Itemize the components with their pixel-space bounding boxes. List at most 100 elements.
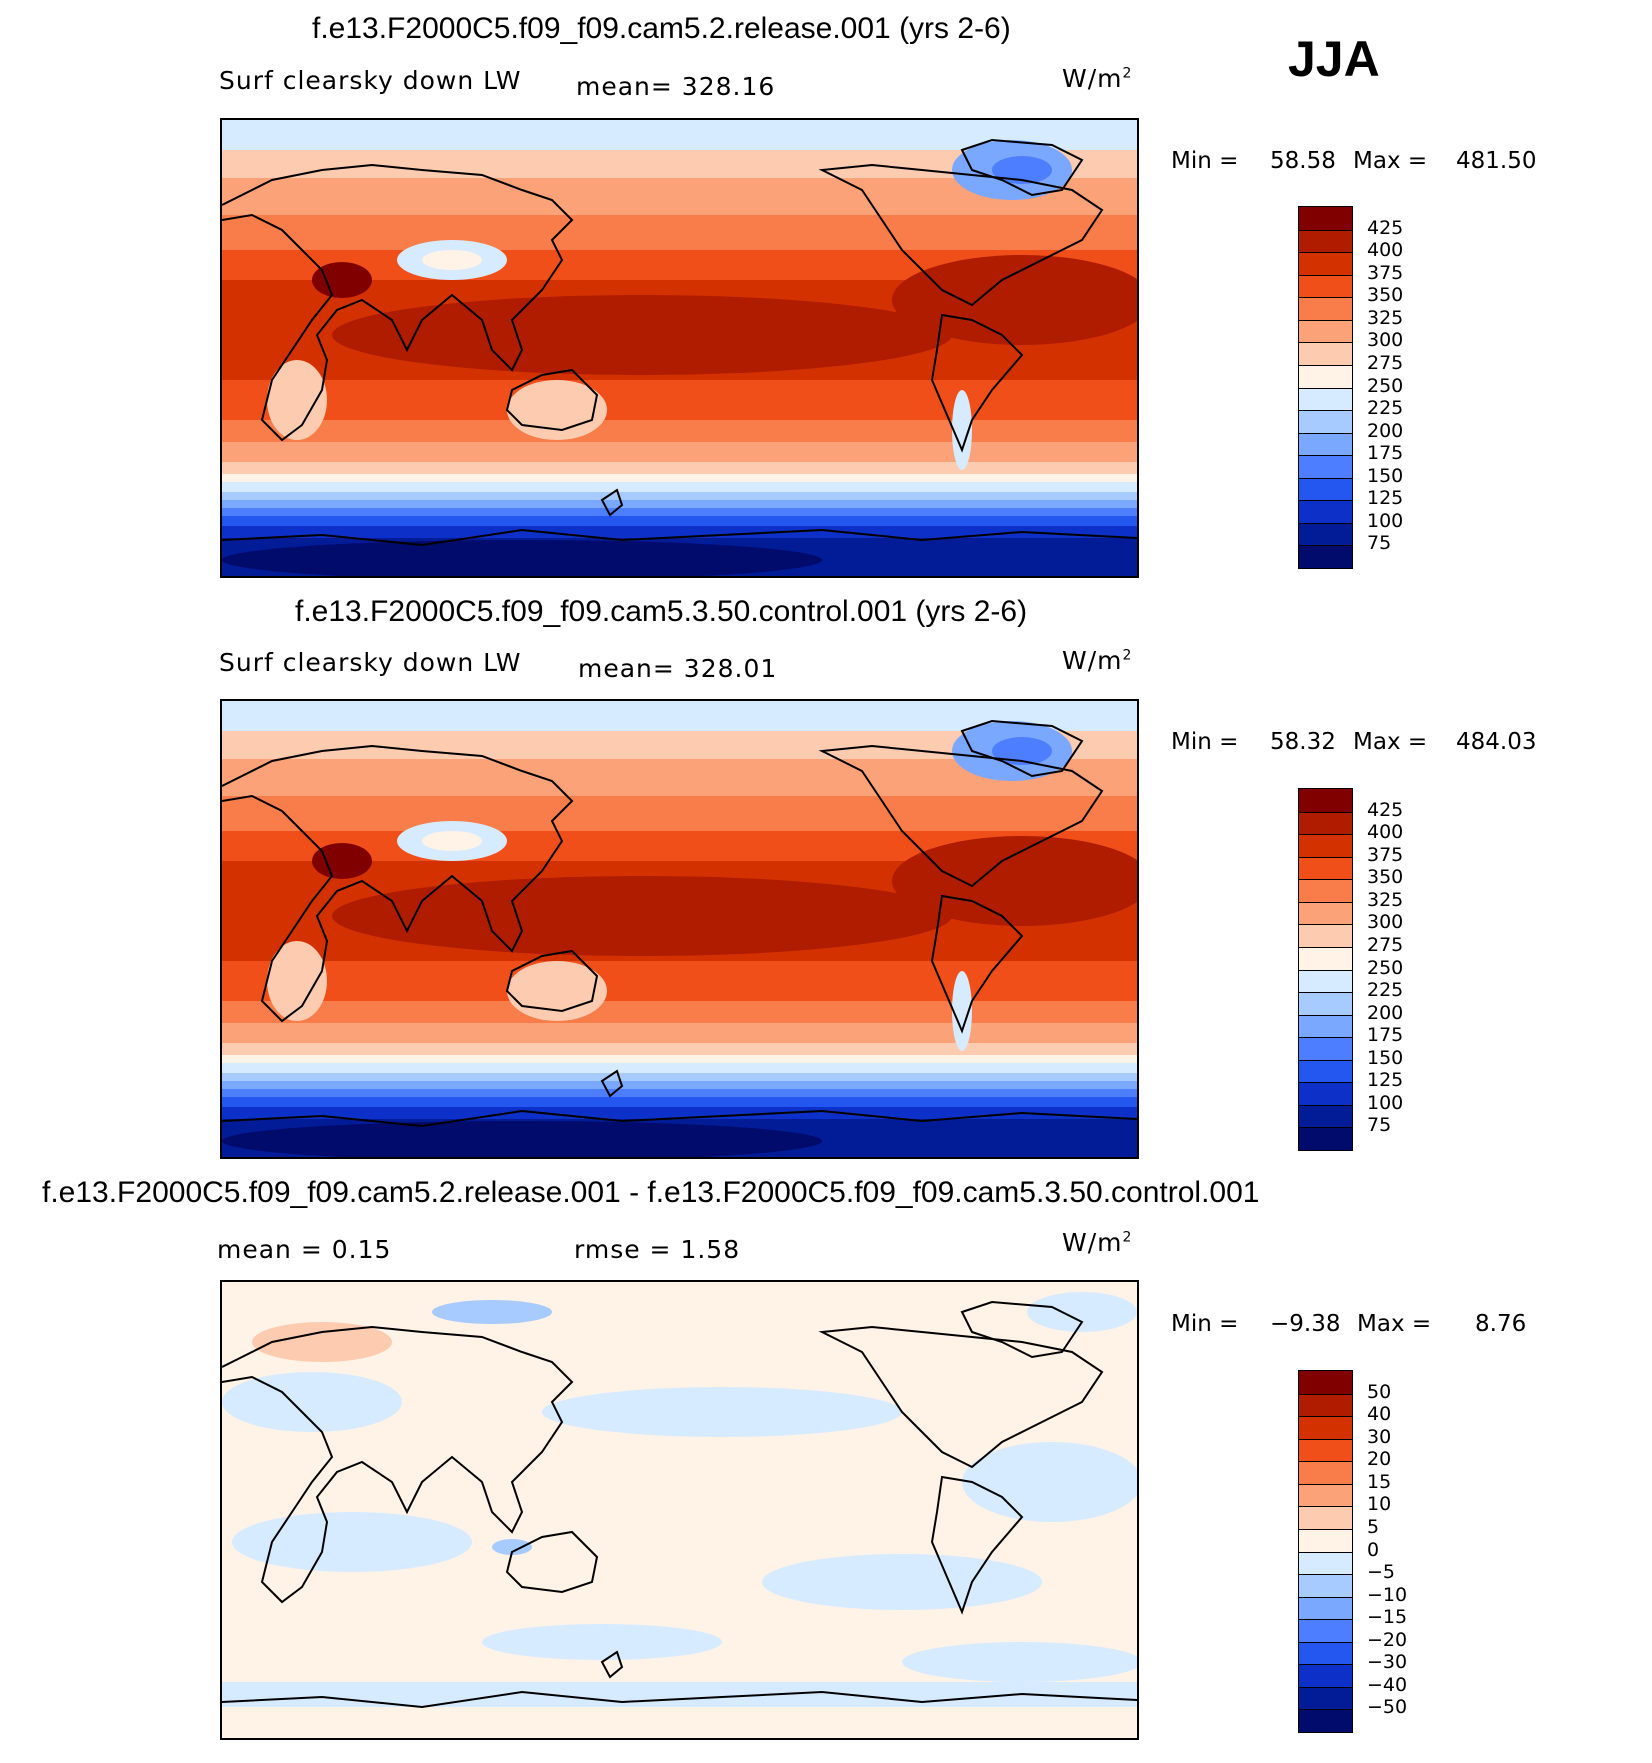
colorbar-tick-label: −50 xyxy=(1367,1696,1408,1719)
colorbar-tick-label: 225 xyxy=(1367,979,1404,1002)
colorbar-swatch xyxy=(1299,319,1352,343)
colorbar-swatch xyxy=(1299,274,1352,298)
panel1-map xyxy=(220,118,1139,578)
colorbar-swatch xyxy=(1299,1014,1352,1038)
colorbar-tick-label: 125 xyxy=(1367,1069,1404,1092)
colorbar-swatch xyxy=(1299,432,1352,456)
colorbar-swatch xyxy=(1299,1641,1352,1665)
colorbar-swatch xyxy=(1299,342,1352,365)
colorbar-swatch xyxy=(1299,901,1352,925)
colorbar-tick-label: 250 xyxy=(1367,956,1404,979)
colorbar-tick-label: −10 xyxy=(1367,1583,1408,1606)
panel2-units: W/m2 xyxy=(1062,646,1133,675)
colorbar-swatch xyxy=(1299,856,1352,880)
panel3-max-label: Max = xyxy=(1357,1311,1432,1337)
colorbar-swatch xyxy=(1299,455,1352,478)
panel2-field xyxy=(222,701,1137,1157)
colorbar-tick-label: 175 xyxy=(1367,1024,1404,1047)
colorbar-swatch xyxy=(1299,789,1352,812)
colorbar-swatch xyxy=(1299,879,1352,902)
colorbar-tick-label: 350 xyxy=(1367,866,1404,889)
panel3-min-label: Min = xyxy=(1171,1311,1239,1337)
panel2-colorbar xyxy=(1298,788,1353,1151)
colorbar-tick-label: 400 xyxy=(1367,821,1404,844)
colorbar-swatch xyxy=(1299,1059,1352,1083)
colorbar-swatch xyxy=(1299,834,1352,857)
colorbar-tick-label: 300 xyxy=(1367,911,1404,934)
colorbar-tick-label: 275 xyxy=(1367,933,1404,956)
colorbar-tick-label: 15 xyxy=(1367,1470,1392,1493)
panel1-units: W/m2 xyxy=(1062,64,1133,93)
colorbar-tick-label: 150 xyxy=(1367,1046,1404,1069)
panel3-units: W/m2 xyxy=(1062,1228,1133,1257)
colorbar-swatch xyxy=(1299,1709,1352,1732)
colorbar-tick-label: 175 xyxy=(1367,442,1404,465)
colorbar-tick-label: −40 xyxy=(1367,1673,1408,1696)
colorbar-tick-label: 250 xyxy=(1367,374,1404,397)
colorbar-tick-label: 20 xyxy=(1367,1448,1392,1471)
colorbar-swatch xyxy=(1299,1596,1352,1620)
colorbar-tick-label: 125 xyxy=(1367,487,1404,510)
colorbar-tick-label: 0 xyxy=(1367,1538,1380,1561)
panel2-max-label: Max = xyxy=(1353,729,1428,755)
panel2-variable: Surf clearsky down LW xyxy=(219,648,522,677)
panel2-map xyxy=(220,699,1139,1159)
colorbar-swatch xyxy=(1299,1483,1352,1507)
colorbar-tick-label: 375 xyxy=(1367,843,1404,866)
colorbar-tick-label: 40 xyxy=(1367,1403,1392,1426)
colorbar-swatch xyxy=(1299,1574,1352,1597)
panel1-variable: Surf clearsky down LW xyxy=(219,66,522,95)
colorbar-swatch xyxy=(1299,1416,1352,1439)
colorbar-swatch xyxy=(1299,522,1352,546)
colorbar-tick-label: 400 xyxy=(1367,239,1404,262)
colorbar-tick-label: 425 xyxy=(1367,216,1404,239)
panel3-map xyxy=(220,1280,1139,1740)
colorbar-swatch xyxy=(1299,969,1352,993)
panel2-min-value: 58.32 xyxy=(1270,729,1336,755)
panel1-mean: mean= 328.16 xyxy=(576,72,776,101)
colorbar-tick-label: 375 xyxy=(1367,261,1404,284)
colorbar-swatch xyxy=(1299,297,1352,320)
colorbar-tick-label: 75 xyxy=(1367,1114,1392,1137)
colorbar-tick-label: 5 xyxy=(1367,1515,1380,1538)
colorbar-tick-label: 200 xyxy=(1367,419,1404,442)
panel2-title: f.e13.F2000C5.f09_f09.cam5.3.50.control.… xyxy=(295,595,1028,628)
colorbar-tick-label: 10 xyxy=(1367,1493,1392,1516)
colorbar-tick-label: 425 xyxy=(1367,798,1404,821)
colorbar-swatch xyxy=(1299,1551,1352,1575)
colorbar-swatch xyxy=(1299,207,1352,230)
colorbar-tick-label: −30 xyxy=(1367,1651,1408,1674)
colorbar-tick-label: 75 xyxy=(1367,532,1392,555)
colorbar-swatch xyxy=(1299,1393,1352,1417)
panel1-title: f.e13.F2000C5.f09_f09.cam5.2.release.001… xyxy=(312,12,1011,45)
panel1-max-value: 481.50 xyxy=(1456,148,1537,174)
colorbar-swatch xyxy=(1299,1619,1352,1642)
colorbar-swatch xyxy=(1299,387,1352,411)
colorbar-swatch xyxy=(1299,1127,1352,1150)
colorbar-tick-label: −15 xyxy=(1367,1606,1408,1629)
season-label: JJA xyxy=(1288,31,1380,87)
colorbar-tick-label: 225 xyxy=(1367,397,1404,420)
colorbar-swatch xyxy=(1299,1506,1352,1529)
colorbar-swatch xyxy=(1299,545,1352,568)
colorbar-tick-label: 325 xyxy=(1367,306,1404,329)
colorbar-swatch xyxy=(1299,1104,1352,1128)
panel3-colorbar-labels: 50 40 30 20 15 10 5 0 −5 −10 −15 −20 −30 −40 −50 xyxy=(1367,1370,1427,1731)
colorbar-swatch xyxy=(1299,924,1352,947)
panel1-max-label: Max = xyxy=(1353,148,1428,174)
colorbar-swatch xyxy=(1299,364,1352,388)
colorbar-swatch xyxy=(1299,410,1352,433)
colorbar-swatch xyxy=(1299,1438,1352,1462)
colorbar-swatch xyxy=(1299,811,1352,835)
colorbar-tick-label: 100 xyxy=(1367,509,1404,532)
colorbar-swatch xyxy=(1299,1461,1352,1484)
colorbar-swatch xyxy=(1299,1528,1352,1552)
colorbar-tick-label: 275 xyxy=(1367,351,1404,374)
colorbar-swatch xyxy=(1299,500,1352,523)
panel2-max-value: 484.03 xyxy=(1456,729,1537,755)
panel1-min-label: Min = xyxy=(1171,148,1239,174)
panel2-min-label: Min = xyxy=(1171,729,1239,755)
colorbar-tick-label: 150 xyxy=(1367,464,1404,487)
colorbar-tick-label: −5 xyxy=(1367,1561,1396,1584)
panel3-colorbar xyxy=(1298,1370,1353,1733)
